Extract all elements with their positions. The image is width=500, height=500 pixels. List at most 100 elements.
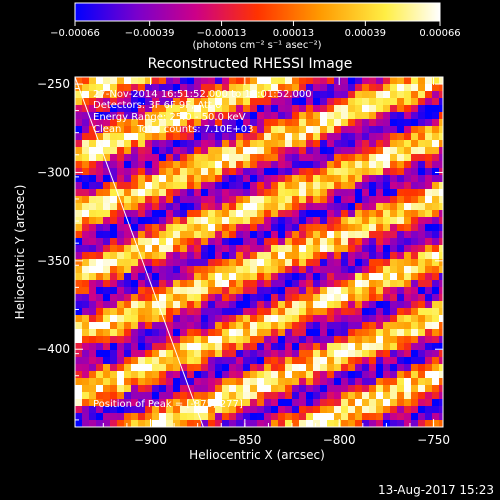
heatmap-cell — [180, 105, 187, 112]
heatmap-cell — [327, 294, 334, 301]
heatmap-cell — [96, 77, 103, 84]
heatmap-cell — [208, 350, 215, 357]
heatmap-cell — [292, 259, 299, 266]
heatmap-cell — [166, 378, 173, 385]
heatmap-cell — [313, 294, 320, 301]
heatmap-cell — [236, 77, 243, 84]
heatmap-cell — [376, 168, 383, 175]
heatmap-cell — [425, 210, 432, 217]
heatmap-cell — [369, 371, 376, 378]
heatmap-cell — [362, 252, 369, 259]
heatmap-cell — [229, 280, 236, 287]
heatmap-cell — [173, 329, 180, 336]
heatmap-cell — [75, 98, 82, 105]
heatmap-cell — [432, 364, 439, 371]
heatmap-cell — [327, 371, 334, 378]
heatmap-cell — [75, 91, 82, 98]
heatmap-cell — [425, 161, 432, 168]
heatmap-cell — [229, 140, 236, 147]
heatmap-cell — [362, 413, 369, 420]
heatmap-cell — [313, 301, 320, 308]
heatmap-cell — [362, 357, 369, 364]
heatmap-cell — [264, 238, 271, 245]
heatmap-cell — [180, 182, 187, 189]
heatmap-cell — [404, 406, 411, 413]
heatmap-cell — [355, 280, 362, 287]
heatmap-cell — [173, 420, 180, 427]
heatmap-cell — [110, 371, 117, 378]
heatmap-cell — [355, 133, 362, 140]
colorbar-tick-label: 0.00066 — [419, 28, 460, 39]
heatmap-cell — [194, 357, 201, 364]
heatmap-cell — [243, 266, 250, 273]
heatmap-cell — [278, 224, 285, 231]
heatmap-cell — [215, 294, 222, 301]
heatmap-cell — [201, 238, 208, 245]
heatmap-cell — [397, 280, 404, 287]
heatmap-cell — [187, 357, 194, 364]
heatmap-cell — [355, 224, 362, 231]
heatmap-cell — [271, 406, 278, 413]
heatmap-cell — [138, 119, 145, 126]
heatmap-cell — [320, 168, 327, 175]
heatmap-cell — [173, 378, 180, 385]
heatmap-cell — [166, 420, 173, 427]
heatmap-cell — [320, 203, 327, 210]
heatmap-cell — [257, 399, 264, 406]
heatmap-cell — [348, 273, 355, 280]
heatmap-cell — [418, 357, 425, 364]
heatmap-cell — [138, 287, 145, 294]
heatmap-cell — [257, 161, 264, 168]
heatmap-cell — [187, 280, 194, 287]
heatmap-cell — [292, 175, 299, 182]
heatmap-cell — [306, 224, 313, 231]
heatmap-cell — [264, 77, 271, 84]
heatmap-cell — [236, 259, 243, 266]
heatmap-cell — [180, 280, 187, 287]
heatmap-cell — [397, 329, 404, 336]
heatmap-cell — [243, 392, 250, 399]
heatmap-cell — [404, 266, 411, 273]
heatmap-cell — [75, 168, 82, 175]
heatmap-cell — [194, 98, 201, 105]
heatmap-cell — [306, 322, 313, 329]
heatmap-cell — [418, 133, 425, 140]
heatmap-cell — [348, 364, 355, 371]
heatmap-cell — [432, 287, 439, 294]
heatmap-cell — [215, 315, 222, 322]
heatmap-cell — [222, 357, 229, 364]
heatmap-cell — [432, 336, 439, 343]
heatmap-cell — [152, 336, 159, 343]
heatmap-cell — [257, 392, 264, 399]
heatmap-cell — [369, 336, 376, 343]
heatmap-cell — [383, 385, 390, 392]
heatmap-cell — [425, 238, 432, 245]
heatmap-cell — [124, 161, 131, 168]
heatmap-cell — [390, 224, 397, 231]
heatmap-cell — [222, 413, 229, 420]
heatmap-cell — [124, 245, 131, 252]
heatmap-cell — [145, 357, 152, 364]
heatmap-cell — [103, 168, 110, 175]
heatmap-cell — [145, 364, 152, 371]
heatmap-cell — [264, 140, 271, 147]
heatmap-cell — [103, 399, 110, 406]
heatmap-cell — [411, 406, 418, 413]
heatmap-cell — [96, 210, 103, 217]
heatmap-cell — [215, 392, 222, 399]
heatmap-cell — [271, 189, 278, 196]
heatmap-cell — [222, 280, 229, 287]
heatmap-cell — [355, 245, 362, 252]
heatmap-cell — [173, 147, 180, 154]
heatmap-cell — [425, 420, 432, 427]
heatmap-cell — [152, 364, 159, 371]
heatmap-cell — [159, 273, 166, 280]
heatmap-cell — [376, 98, 383, 105]
heatmap-cell — [103, 238, 110, 245]
heatmap-cell — [152, 98, 159, 105]
heatmap-cell — [299, 210, 306, 217]
heatmap-cell — [82, 252, 89, 259]
x-tick-label: −750 — [417, 433, 450, 447]
heatmap-cell — [257, 378, 264, 385]
heatmap-cell — [236, 147, 243, 154]
